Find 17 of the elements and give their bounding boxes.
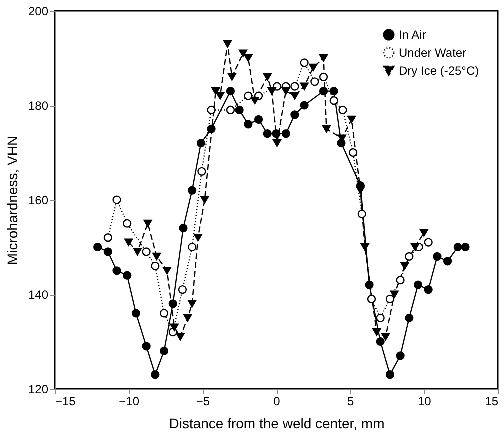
x-tick-label: −10 [119,394,140,408]
x-axis-title: Distance from the weld center, mm [169,416,385,432]
y-axis-title: Microhardness, VHN [4,136,20,266]
x-tick-label: 0 [274,394,281,408]
y-tick-label: 180 [28,99,49,113]
x-tick-label: 10 [418,394,432,408]
x-tick-label: 15 [485,394,499,408]
x-tick-label: −5 [196,394,210,408]
legend-label: Under Water [399,46,467,60]
legend-label: Dry Ice (-25°C) [399,64,480,78]
x-tick-label: 5 [347,394,354,408]
y-tick-label: 140 [28,288,49,302]
y-tick-label: 120 [28,382,49,396]
legend-label: In Air [399,28,426,42]
x-tick-label: −15 [56,394,76,408]
y-tick-label: 160 [28,194,49,208]
y-tick-label: 200 [28,4,49,18]
